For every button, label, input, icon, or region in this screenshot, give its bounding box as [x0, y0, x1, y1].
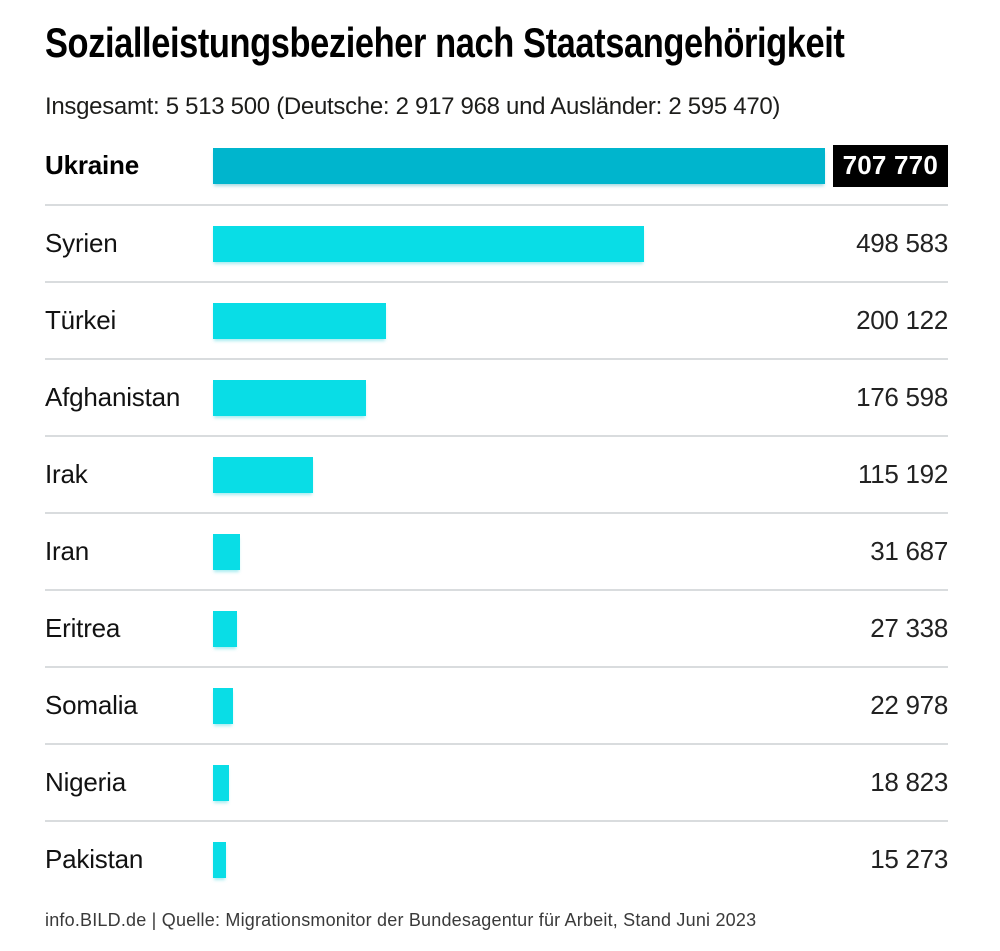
value-label: 200 122: [856, 305, 948, 335]
source-line: info.BILD.de | Quelle: Migrationsmonitor…: [45, 910, 757, 930]
bar-track: [213, 456, 825, 493]
chart-row-pakistan: Pakistan 15 273: [45, 820, 948, 897]
chart-row-afghanistan: Afghanistan 176 598: [45, 358, 948, 435]
value-label: 31 687: [870, 536, 948, 566]
chart-row-irak: Irak 115 192: [45, 435, 948, 512]
value-bar: [213, 841, 227, 878]
bar-track: [213, 379, 825, 416]
chart-row-ukraine: Ukraine 707 770: [45, 127, 948, 204]
chart-row-nigeria: Nigeria 18 823: [45, 743, 948, 820]
chart-row-iran: Iran 31 687: [45, 512, 948, 589]
bar-track: [213, 610, 825, 647]
country-label: Ukraine: [45, 150, 139, 180]
value-label: 115 192: [858, 459, 948, 489]
country-label: Somalia: [45, 690, 138, 720]
bar-track: [213, 687, 825, 724]
bar-track: [213, 147, 825, 184]
country-label: Syrien: [45, 228, 118, 258]
bar-track: [213, 302, 825, 339]
chart-row-syrien: Syrien 498 583: [45, 204, 948, 281]
value-bar: [213, 610, 237, 647]
country-label: Irak: [45, 459, 88, 489]
value-bar: [213, 379, 366, 416]
country-label: Afghanistan: [45, 382, 181, 412]
bar-track: [213, 225, 825, 262]
chart-row-eritrea: Eritrea 27 338: [45, 589, 948, 666]
bar-track: [213, 764, 825, 801]
value-bar: [213, 147, 825, 184]
country-label: Eritrea: [45, 613, 121, 643]
value-label: 18 823: [870, 767, 948, 797]
country-label: Pakistan: [45, 844, 144, 874]
value-bar: [213, 687, 233, 724]
value-bar: [213, 225, 645, 262]
value-bar: [213, 302, 386, 339]
bar-track: [213, 533, 825, 570]
value-label: 15 273: [870, 844, 948, 874]
chart-row-tuerkei: Türkei 200 122: [45, 281, 948, 358]
chart-title: Sozialleistungsbezieher nach Staatsangeh…: [45, 19, 845, 66]
highlight-value-box: 707 770: [832, 144, 948, 187]
bar-track: [213, 841, 825, 878]
value-bar: [213, 533, 241, 570]
value-label: 22 978: [870, 690, 948, 720]
value-label: 176 598: [856, 382, 948, 412]
country-label: Nigeria: [45, 767, 126, 797]
bar-chart: Ukraine 707 770 Syrien 498 583 Türkei 20…: [45, 127, 948, 897]
country-label: Türkei: [45, 305, 117, 335]
value-bar: [213, 764, 230, 801]
chart-row-somalia: Somalia 22 978: [45, 666, 948, 743]
chart-subtitle: Insgesamt: 5 513 500 (Deutsche: 2 917 96…: [45, 93, 781, 120]
country-label: Iran: [45, 536, 90, 566]
value-cell: 707 770: [825, 144, 948, 187]
value-bar: [213, 456, 313, 493]
value-label: 27 338: [870, 613, 948, 643]
value-label: 498 583: [856, 228, 948, 258]
